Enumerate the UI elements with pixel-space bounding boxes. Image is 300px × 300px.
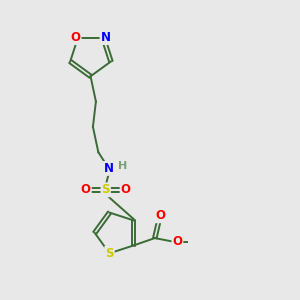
Text: H: H xyxy=(118,161,128,171)
Text: O: O xyxy=(121,183,130,196)
Text: O: O xyxy=(155,209,165,222)
Text: N: N xyxy=(100,31,110,44)
Text: S: S xyxy=(105,247,114,260)
Text: S: S xyxy=(101,183,110,196)
Text: O: O xyxy=(81,183,91,196)
Text: N: N xyxy=(104,162,114,175)
Text: O: O xyxy=(172,235,182,248)
Text: O: O xyxy=(70,31,81,44)
